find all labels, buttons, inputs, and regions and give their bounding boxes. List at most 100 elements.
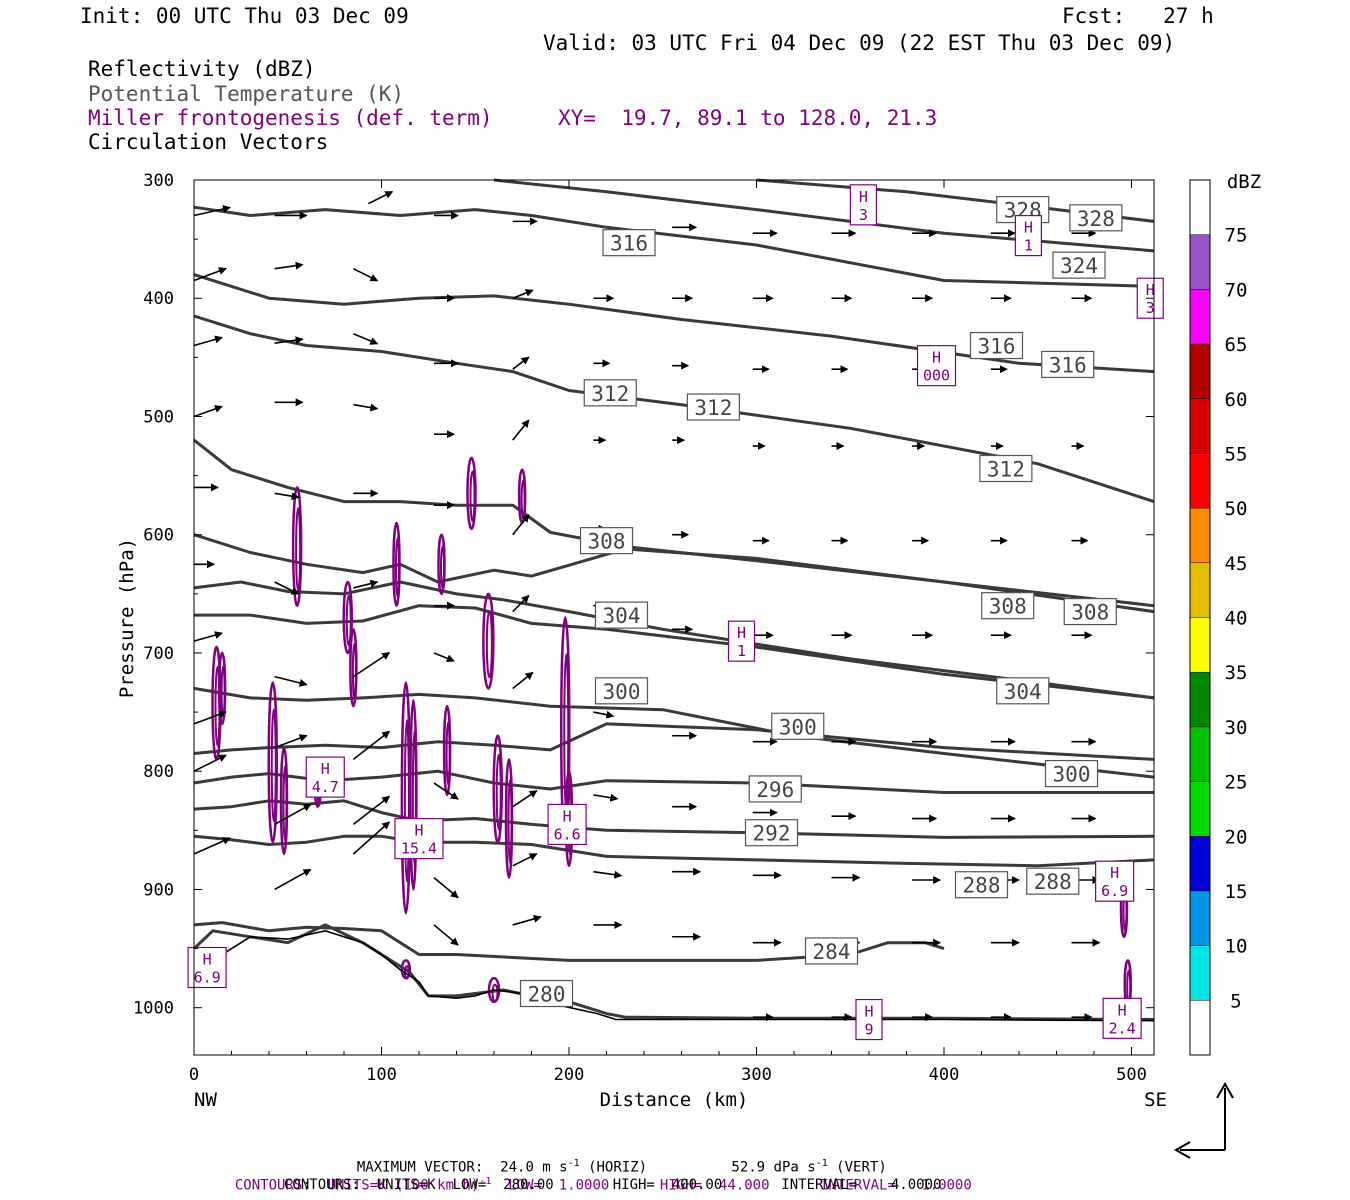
frontogenesis-max-box bbox=[849, 184, 877, 226]
circulation-vector bbox=[433, 652, 455, 663]
frontogenesis-contour-inner bbox=[411, 730, 417, 866]
circulation-vector bbox=[512, 419, 530, 441]
theta-label: 280 bbox=[528, 983, 566, 1007]
frontogenesis-max-letter: H bbox=[932, 349, 941, 367]
circulation-vector bbox=[512, 790, 538, 808]
frontogenesis-max-letter: H bbox=[864, 1003, 873, 1021]
legend-reflectivity: Reflectivity (dBZ) bbox=[88, 57, 316, 81]
plot-frame bbox=[193, 179, 1155, 1056]
circulation-vector bbox=[593, 870, 623, 879]
theta-label: 304 bbox=[1004, 680, 1042, 704]
theta-label: 316 bbox=[610, 232, 648, 256]
theta-contour-324 bbox=[493, 178, 1155, 253]
colorbar-label: 60 bbox=[1225, 389, 1248, 411]
theta-label: 292 bbox=[753, 822, 791, 846]
frontogenesis-contour bbox=[267, 681, 278, 844]
circulation-vector bbox=[352, 730, 391, 761]
forecast-hour: Fcst: 27 h bbox=[1062, 4, 1214, 28]
colorbar-label: 45 bbox=[1225, 553, 1248, 575]
circulation-vector bbox=[368, 190, 394, 205]
max-vector-label: MAXIMUM VECTOR: bbox=[356, 1159, 484, 1176]
frontogenesis-contour-inner bbox=[345, 594, 352, 647]
colorbar-segment bbox=[1190, 726, 1210, 782]
circulation-vector bbox=[193, 335, 223, 347]
circulation-vector bbox=[512, 671, 534, 690]
frontogenesis-max-value: 9 bbox=[864, 1021, 873, 1039]
legend-vectors: Circulation Vectors bbox=[88, 130, 329, 154]
vert-tag: (VERT) bbox=[836, 1159, 887, 1176]
colorbar-segment bbox=[1190, 508, 1210, 563]
colorbar-label: 20 bbox=[1225, 826, 1248, 848]
se-label: SE bbox=[1144, 1089, 1167, 1111]
colorbar-title: dBZ bbox=[1227, 171, 1261, 193]
y-tick-label: 1000 bbox=[133, 999, 174, 1019]
circulation-vector bbox=[433, 924, 459, 946]
theta-label: 300 bbox=[779, 715, 817, 739]
theta-label: 308 bbox=[1071, 601, 1109, 625]
theta-label-box bbox=[981, 592, 1035, 620]
colorbar-segment bbox=[1190, 562, 1210, 618]
circulation-vector bbox=[193, 267, 227, 282]
circulation-vector bbox=[512, 289, 534, 299]
terrain-line bbox=[193, 929, 1155, 1022]
colorbar-segment bbox=[1190, 672, 1210, 727]
frontogenesis-max-box bbox=[1095, 860, 1135, 902]
frontogenesis-contour-inner bbox=[485, 610, 493, 679]
theta-label-box bbox=[579, 527, 634, 555]
frontogenesis-max-box bbox=[394, 818, 444, 860]
circulation-vector bbox=[274, 734, 308, 749]
frontogenesis-max-letter: H bbox=[414, 822, 423, 840]
colorbar-label: 10 bbox=[1225, 936, 1248, 958]
colorbar-segment bbox=[1190, 1000, 1210, 1055]
theta-label-box bbox=[1041, 350, 1095, 379]
legend-frontogenesis: Miller frontogenesis (def. term) bbox=[88, 106, 493, 130]
colorbar-segment bbox=[1190, 398, 1210, 454]
y-tick-label: 800 bbox=[143, 762, 174, 782]
theta-label-box bbox=[686, 393, 740, 421]
contours1-pre: CONTOURS: UNITS=K (100 km h) bbox=[234, 1177, 480, 1194]
theta-contour-304 bbox=[194, 604, 1155, 700]
colorbar-label: 35 bbox=[1225, 662, 1248, 684]
frontogenesis-max-value: 4.7 bbox=[312, 778, 339, 796]
colorbar-label: 70 bbox=[1225, 279, 1248, 301]
colorbar-label: 5 bbox=[1230, 990, 1241, 1012]
init-time: Init: 00 UTC Thu 03 Dec 09 bbox=[80, 4, 409, 28]
frontogenesis-contour bbox=[342, 580, 353, 655]
frontogenesis-max-value: 6.6 bbox=[554, 825, 581, 843]
theta-label: 300 bbox=[603, 680, 641, 704]
circulation-vector bbox=[353, 332, 379, 345]
circulation-vector bbox=[512, 513, 530, 536]
y-axis-label: Pressure (hPa) bbox=[116, 538, 138, 698]
colorbar-label: 75 bbox=[1225, 225, 1248, 247]
y-tick-label: 500 bbox=[143, 407, 174, 427]
frontogenesis-max-box bbox=[1102, 997, 1142, 1039]
theta-label: 284 bbox=[813, 940, 851, 964]
theta-label: 296 bbox=[756, 778, 794, 802]
colorbar-segment bbox=[1190, 836, 1210, 891]
theta-contour-284 bbox=[193, 921, 945, 962]
theta-label: 300 bbox=[1053, 763, 1091, 787]
y-tick-label: 700 bbox=[143, 644, 174, 664]
circulation-vector bbox=[353, 267, 379, 282]
theta-label-box bbox=[594, 677, 649, 705]
colorbar: 5 10 15 20 25 30 35 40 45 50 55 60 65 70 75 dBZ bbox=[1189, 171, 1261, 1056]
circulation-vector bbox=[193, 710, 227, 725]
x-tick-label: 300 bbox=[741, 1065, 772, 1085]
circulation-vector bbox=[274, 261, 304, 270]
frontogenesis-max-letter: H bbox=[321, 760, 330, 778]
circulation-vector bbox=[274, 803, 312, 826]
frontogenesis-contour-inner bbox=[445, 721, 451, 786]
circulation-vector bbox=[193, 405, 223, 418]
circulation-vector bbox=[593, 793, 619, 802]
theta-label: 312 bbox=[591, 382, 629, 406]
circulation-vector bbox=[593, 710, 615, 719]
legend-theta: Potential Temperature (K) bbox=[88, 82, 405, 106]
frontogenesis-max-letter: H bbox=[859, 188, 868, 206]
colorbar-label: 65 bbox=[1225, 334, 1248, 356]
frontogenesis-contour-inner bbox=[351, 642, 357, 699]
frontogenesis-max-value: 6.9 bbox=[194, 969, 221, 987]
theta-label-box bbox=[804, 937, 859, 965]
circulation-vector bbox=[274, 581, 300, 595]
vert-exp: -1 bbox=[815, 1158, 828, 1169]
frontogenesis-max-box bbox=[727, 620, 756, 662]
